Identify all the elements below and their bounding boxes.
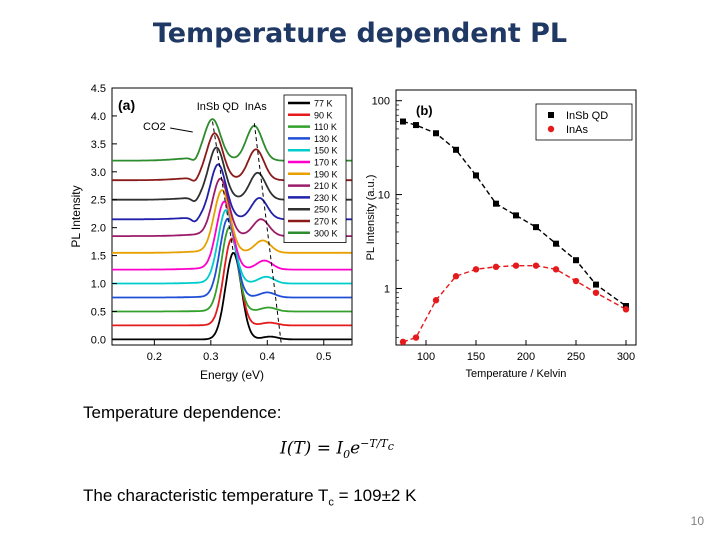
slide-title: Temperature dependent PL <box>152 18 568 49</box>
data-point-insb-qd <box>593 281 599 288</box>
data-point-inas <box>472 266 480 273</box>
formula-sub: 0 <box>343 448 351 462</box>
x-tick-label-b: 100 <box>417 351 435 363</box>
legend-label-a: 150 K <box>314 146 338 156</box>
data-point-inas <box>512 262 520 269</box>
data-point-insb-qd <box>453 146 459 153</box>
x-axis-label-a: Energy (eV) <box>200 368 264 382</box>
data-point-insb-qd <box>433 130 439 137</box>
qd-peak-trend-line <box>212 121 234 253</box>
data-point-insb-qd <box>553 240 559 247</box>
legend-marker-b <box>548 112 554 118</box>
formula-exponent: −T/Tc <box>360 437 394 454</box>
co2-arrow <box>170 127 193 133</box>
panel-label-b: (b) <box>416 103 433 118</box>
formula: I(T) = I0e−T/Tc <box>280 437 394 461</box>
pl-curve-77K <box>112 252 352 341</box>
data-point-insb-qd <box>573 257 579 264</box>
y-tick-label-a: 1.5 <box>91 251 106 263</box>
fit-line-insb-qd <box>402 120 627 307</box>
tc-statement: The characteristic temperature Tc = 109±… <box>83 486 416 508</box>
y-tick-label-a: 4.0 <box>91 111 106 123</box>
dependence-label: Temperature dependence: <box>83 403 282 422</box>
data-point-insb-qd <box>513 212 519 219</box>
legend-label-a: 110 K <box>314 122 337 132</box>
x-tick-label-a: 0.4 <box>260 351 275 363</box>
legend-label-a: 77 K <box>314 99 333 109</box>
formula-base: e <box>350 438 361 459</box>
data-point-insb-qd <box>400 118 406 125</box>
x-axis-label-b: Temperature / Kelvin <box>466 368 567 380</box>
data-point-inas <box>452 273 460 280</box>
data-point-insb-qd <box>413 122 419 129</box>
legend-label-b: InSb QD <box>566 110 608 122</box>
data-point-inas <box>552 266 560 273</box>
legend-b <box>535 103 633 141</box>
data-point-inas <box>492 263 500 271</box>
legend-marker-b <box>547 125 555 133</box>
y-tick-label-b: 10 <box>378 190 390 202</box>
data-point-inas <box>399 338 407 346</box>
panel-b: 1 10 100 100 150 200 250 300 Temperature / Kelvi… <box>365 89 637 380</box>
data-point-insb-qd <box>473 172 479 179</box>
formula-lhs: I(T) = I <box>280 438 344 459</box>
annotation-inas: InAs <box>245 101 268 113</box>
legend-label-a: 90 K <box>314 110 333 120</box>
y-tick-label-b: 1 <box>384 283 390 295</box>
annotation-co2: CO2 <box>143 121 166 133</box>
legend-label-a: 170 K <box>314 158 338 168</box>
x-tick-label-b: 200 <box>517 351 535 363</box>
x-tick-label-a: 0.3 <box>203 351 218 363</box>
x-tick-label-b: 250 <box>567 351 585 363</box>
y-tick-label-a: 2.5 <box>91 195 106 207</box>
pl-curve-90K <box>112 237 352 327</box>
data-point-insb-qd <box>623 303 629 310</box>
formula-exp-sub: c <box>387 440 394 454</box>
figures: 0.2 0.3 0.4 0.5 0.0 0.5 1.0 1.5 2.0 2.5 3.0 3.5 4.0 4… <box>69 83 637 382</box>
panel-label-a: (a) <box>118 97 135 113</box>
legend-label-a: 210 K <box>314 181 338 191</box>
y-axis-label-b: PL Intensity (a.u.) <box>365 175 377 261</box>
y-tick-label-a: 0.5 <box>91 306 106 318</box>
legend-label-a: 130 K <box>314 134 338 144</box>
page-number: 10 <box>690 514 704 528</box>
y-tick-label-a: 3.5 <box>91 139 106 151</box>
legend-a <box>283 94 347 244</box>
tc-text: The characteristic temperature T <box>83 486 329 505</box>
tc-value: = 109±2 K <box>333 486 417 505</box>
annotation-insb-qd: InSb QD <box>197 101 239 113</box>
y-tick-label-a: 2.0 <box>91 223 106 235</box>
data-point-inas <box>622 306 630 313</box>
y-tick-label-a: 0.0 <box>91 334 106 346</box>
y-axis-label-a: PL Intensity <box>69 185 83 247</box>
tc-sub: c <box>328 496 334 509</box>
legend-label-a: 300 K <box>314 228 338 238</box>
data-point-inas <box>592 289 600 296</box>
data-point-inas <box>532 262 540 269</box>
data-point-insb-qd <box>533 224 539 231</box>
x-tick-label-b: 300 <box>617 351 635 363</box>
y-tick-label-a: 1.0 <box>91 279 106 291</box>
panel-a: 0.2 0.3 0.4 0.5 0.0 0.5 1.0 1.5 2.0 2.5 3.0 3.5 4.0 4… <box>69 83 353 382</box>
x-tick-label-b: 150 <box>467 351 485 363</box>
y-tick-label-b: 100 <box>372 96 390 108</box>
formula-exp: −T/T <box>360 437 388 450</box>
inas-peak-trend-line <box>253 123 282 346</box>
y-tick-label-a: 4.5 <box>91 83 106 95</box>
legend-label-a: 230 K <box>314 193 338 203</box>
data-point-inas <box>572 277 580 285</box>
legend-label-a: 250 K <box>314 205 338 215</box>
x-tick-label-a: 0.5 <box>316 351 331 363</box>
legend-label-a: 270 K <box>314 217 338 227</box>
x-tick-label-a: 0.2 <box>147 351 162 363</box>
fit-line-inas <box>402 265 627 343</box>
data-point-inas <box>432 297 440 304</box>
data-point-insb-qd <box>493 200 499 207</box>
data-point-inas <box>412 334 420 341</box>
y-tick-label-a: 3.0 <box>91 167 106 179</box>
pl-curve-190K <box>112 189 352 254</box>
legend-label-b: InAs <box>566 124 589 136</box>
legend-label-a: 190 K <box>314 169 338 179</box>
